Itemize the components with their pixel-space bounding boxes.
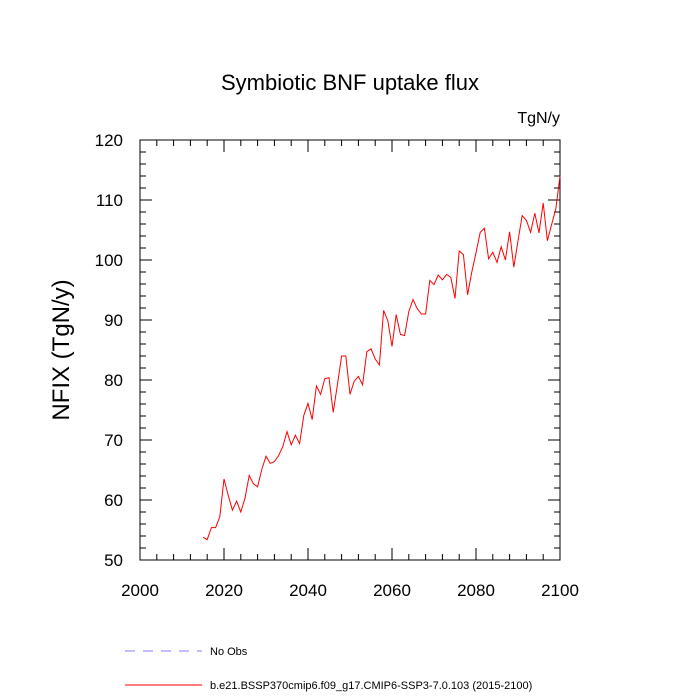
x-tick-label: 2000 (121, 581, 159, 600)
y-tick-label: 90 (104, 311, 123, 330)
y-tick-label: 80 (104, 371, 123, 390)
y-tick-label: 70 (104, 431, 123, 450)
units-label: TgN/y (517, 110, 560, 127)
minor-ticks (139, 139, 561, 561)
x-tick-label: 2060 (373, 581, 411, 600)
plot-frame (139, 139, 561, 561)
legend-label-model: b.e21.BSSP370cmip6.f09_g17.CMIP6-SSP3-7.… (210, 680, 532, 692)
series-line-model (202, 175, 561, 541)
tick-labels: 2000 2020 2040 2060 2080 2100 50 60 70 80 90 100 110… (95, 131, 579, 600)
legend-label-no-obs: No Obs (210, 646, 248, 658)
y-tick-label: 120 (95, 131, 123, 150)
x-tick-label: 2080 (457, 581, 495, 600)
legend: No Obs b.e21.BSSP370cmip6.f09_g17.CMIP6-… (125, 646, 532, 692)
x-tick-label: 2100 (541, 581, 579, 600)
x-tick-label: 2020 (205, 581, 243, 600)
y-tick-label: 50 (104, 551, 123, 570)
y-axis-label: NFIX (TgN/y) (48, 279, 75, 420)
y-tick-label: 100 (95, 251, 123, 270)
chart-title: Symbiotic BNF uptake flux (221, 70, 479, 95)
x-tick-label: 2040 (289, 581, 327, 600)
y-tick-label: 110 (96, 191, 123, 210)
y-tick-label: 60 (104, 491, 123, 510)
major-ticks (139, 139, 561, 561)
